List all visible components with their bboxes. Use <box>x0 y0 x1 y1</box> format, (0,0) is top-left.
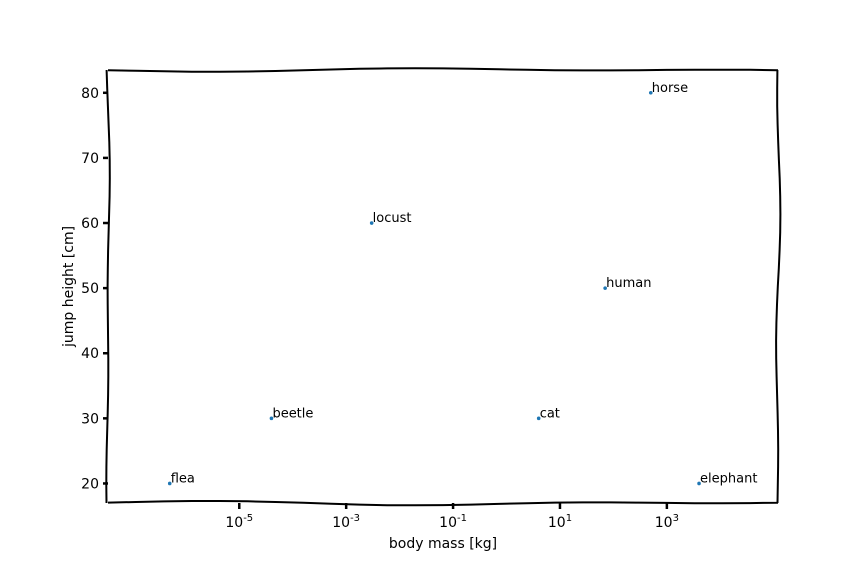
y-tick-label: 30 <box>81 411 99 427</box>
data-points: flea beetle locust cat human horse elephant <box>167 81 757 486</box>
point-label: elephant <box>700 471 757 486</box>
data-point-human <box>603 286 607 290</box>
axis-ticks: 20 30 40 50 60 70 80 10-5 10-3 10-1 101 103 <box>81 86 679 531</box>
point-label: flea <box>171 471 195 486</box>
point-label: cat <box>540 406 560 421</box>
y-tick-label: 80 <box>81 86 99 102</box>
data-point-locust <box>369 221 374 225</box>
y-axis-label: jump height [cm] <box>61 226 77 348</box>
point-label: locust <box>373 211 412 226</box>
y-tick-label: 40 <box>81 346 99 362</box>
plot-frame <box>105 67 782 507</box>
data-point-flea <box>167 481 172 486</box>
data-point-beetle <box>269 416 274 421</box>
x-axis-label: body mass [kg] <box>389 536 497 552</box>
x-tick-label: 10-5 <box>225 513 253 531</box>
y-tick-label: 60 <box>81 216 99 232</box>
y-tick-label: 20 <box>81 476 99 492</box>
y-tick-label: 50 <box>81 281 99 297</box>
data-point-elephant <box>697 481 701 486</box>
y-tick-label: 70 <box>81 151 99 167</box>
x-tick-label: 10-3 <box>332 513 360 531</box>
point-label: human <box>606 276 651 291</box>
x-tick-label: 10-1 <box>439 513 467 531</box>
x-tick-label: 103 <box>655 513 679 531</box>
data-point-horse <box>648 90 653 95</box>
point-label: beetle <box>272 406 313 421</box>
data-point-cat <box>536 416 541 421</box>
point-label: horse <box>652 81 688 96</box>
x-tick-label: 101 <box>548 513 572 531</box>
